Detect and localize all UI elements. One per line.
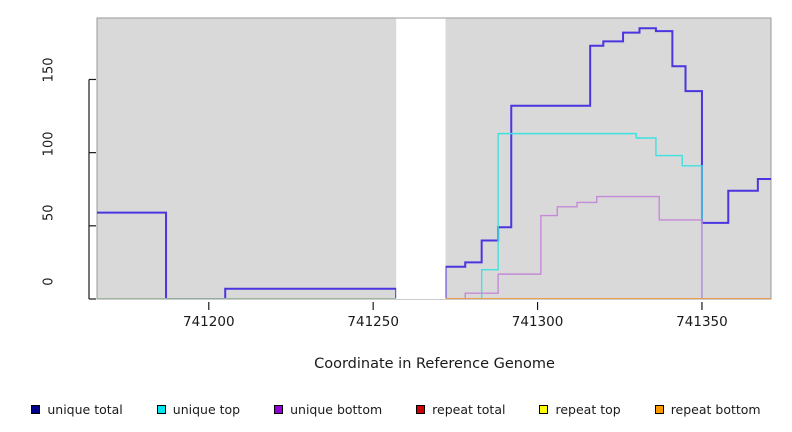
legend-swatch-icon	[156, 404, 166, 414]
legend-label: repeat top	[555, 401, 621, 417]
series-line-unique-top	[97, 132, 771, 299]
no-data-gap	[396, 18, 446, 299]
legend-item: repeat bottom	[654, 401, 761, 417]
legend-label: unique total	[47, 401, 123, 417]
legend-swatch-icon	[654, 404, 664, 414]
legend-item: unique bottom	[274, 402, 382, 417]
legend-item: unique total	[31, 401, 123, 417]
legend-swatch-icon	[274, 404, 284, 414]
x-tick-label: 741350	[676, 314, 728, 330]
legend-item: repeat top	[539, 401, 621, 417]
series-line-unique-bottom	[97, 195, 771, 299]
y-tick-label: 100	[41, 131, 57, 156]
chart-legend: unique total unique top unique bottom repea…	[0, 398, 792, 420]
x-tick-label: 741300	[511, 314, 564, 330]
x-tick-label: 741200	[183, 314, 235, 330]
legend-swatch-icon	[31, 404, 41, 414]
legend-label: unique bottom	[290, 401, 383, 417]
y-tick-label: 150	[41, 57, 57, 83]
y-tick-label: 50	[41, 204, 57, 221]
x-axis-title: Coordinate in Reference Genome	[314, 356, 555, 372]
legend-item: unique top	[156, 401, 241, 417]
legend-label: repeat total	[432, 401, 506, 417]
series-line-unique-total	[97, 27, 771, 299]
legend-item: repeat total	[416, 402, 505, 417]
legend-label: repeat bottom	[670, 401, 761, 417]
y-tick-label: 0	[41, 277, 57, 286]
x-tick-label: 741250	[347, 314, 399, 330]
legend-label: unique top	[172, 401, 241, 417]
legend-swatch-icon	[539, 404, 549, 414]
legend-swatch-icon	[416, 404, 426, 414]
